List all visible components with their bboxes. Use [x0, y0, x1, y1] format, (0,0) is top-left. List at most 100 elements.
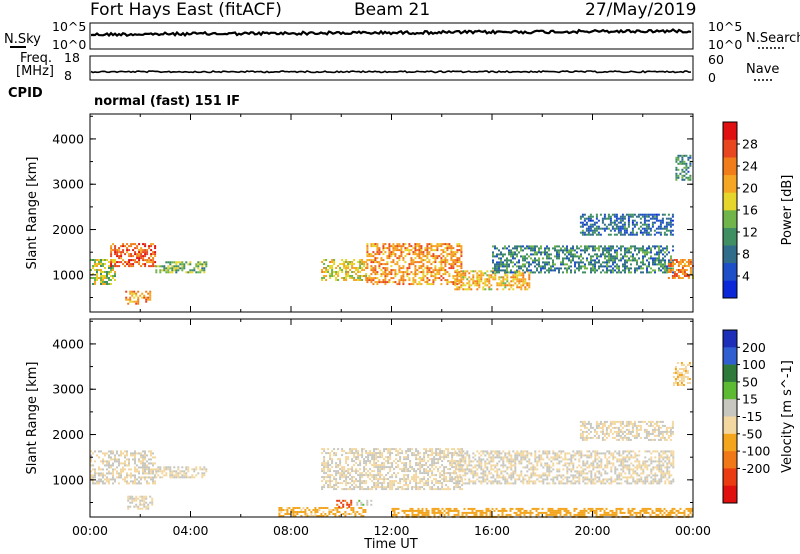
echo-cell [534, 259, 536, 262]
echo-cell [671, 261, 674, 263]
echo-cell [462, 274, 465, 277]
echo-cell [669, 223, 672, 226]
echo-cell [446, 249, 449, 252]
echo-cell [387, 478, 390, 481]
echo-cell [514, 278, 517, 281]
echo-cell [374, 265, 377, 268]
echo-cell [137, 507, 140, 510]
echo-cell [662, 456, 665, 459]
echo-cell [538, 259, 540, 262]
echo-cell [416, 249, 419, 252]
echo-cell [596, 464, 599, 467]
echo-cell [661, 219, 664, 222]
echo-cell [347, 271, 350, 273]
echo-cell [314, 515, 317, 517]
echo-cell [102, 476, 104, 479]
echo-cell [631, 219, 634, 222]
echo-cell [635, 215, 638, 218]
echo-cell [96, 273, 98, 275]
echo-cell [144, 253, 147, 256]
echo-cell [652, 480, 655, 483]
echo-cell [654, 247, 656, 250]
echo-cell [104, 271, 106, 273]
echo-cell [675, 176, 678, 179]
echo-cell [375, 466, 378, 469]
echo-cell [439, 452, 442, 455]
echo-cell [532, 247, 534, 250]
echo-cell [570, 482, 573, 485]
echo-cell [389, 448, 392, 451]
echo-cell [648, 464, 651, 467]
echo-cell [643, 231, 646, 234]
echo-cell [494, 263, 496, 266]
echo-cell [340, 507, 343, 509]
echo-cell [504, 470, 507, 473]
echo-cell [135, 300, 138, 303]
echo-cell [630, 462, 633, 465]
echo-cell [648, 482, 651, 485]
echo-cell [152, 480, 154, 483]
echo-cell [322, 507, 325, 509]
echo-cell [584, 478, 587, 481]
echo-cell [534, 456, 537, 459]
echo-cell [476, 460, 479, 463]
echo-cell [616, 460, 619, 463]
echo-cell [345, 470, 348, 473]
echo-cell [528, 462, 531, 465]
echo-cell [530, 247, 532, 250]
echo-cell [280, 515, 283, 517]
echo-cell [433, 478, 436, 481]
echo-cell [126, 476, 128, 479]
echo-cell [498, 450, 501, 453]
echo-cell [520, 265, 522, 268]
echo-cell [398, 257, 401, 260]
echo-cell [152, 472, 154, 475]
echo-cell [379, 486, 382, 489]
echo-cell [338, 505, 341, 508]
echo-cell [411, 486, 414, 489]
echo-cell [346, 503, 349, 506]
echo-cell [640, 476, 643, 479]
echo-cell [116, 458, 118, 461]
echo-cell [664, 271, 666, 274]
echo-cell [430, 263, 433, 266]
echo-cell [579, 221, 582, 224]
echo-cell [478, 458, 481, 461]
echo-cell [673, 275, 676, 277]
echo-cell [365, 275, 368, 277]
echo-cell [649, 227, 652, 230]
echo-cell [580, 253, 582, 256]
echo-cell [596, 466, 599, 469]
echo-cell [128, 249, 131, 252]
echo-cell [96, 472, 98, 475]
echo-cell [647, 231, 650, 234]
echo-cell [360, 513, 363, 515]
echo-cell [687, 156, 690, 159]
echo-cell [330, 511, 333, 513]
echo-cell [542, 450, 545, 453]
echo-cell [574, 253, 576, 256]
echo-cell [510, 249, 512, 252]
echo-cell [112, 275, 114, 277]
echo-cell [566, 482, 569, 485]
echo-cell [201, 476, 204, 479]
echo-cell [595, 233, 598, 236]
echo-cell [100, 450, 102, 453]
echo-cell [380, 275, 383, 278]
echo-cell [321, 279, 324, 281]
echo-cell [423, 458, 426, 461]
echo-cell [603, 215, 606, 218]
echo-cell [431, 454, 434, 457]
echo-cell [656, 474, 659, 477]
echo-cell [664, 259, 666, 262]
echo-cell [615, 213, 618, 216]
echo-cell [114, 249, 117, 252]
echo-cell [126, 247, 129, 250]
echo-cell [124, 478, 126, 481]
echo-cell [628, 458, 631, 461]
echo-cell [683, 273, 686, 275]
echo-cell [112, 458, 114, 461]
echo-cell [427, 466, 430, 469]
echo-cell [542, 452, 545, 455]
echo-cell [502, 276, 505, 279]
